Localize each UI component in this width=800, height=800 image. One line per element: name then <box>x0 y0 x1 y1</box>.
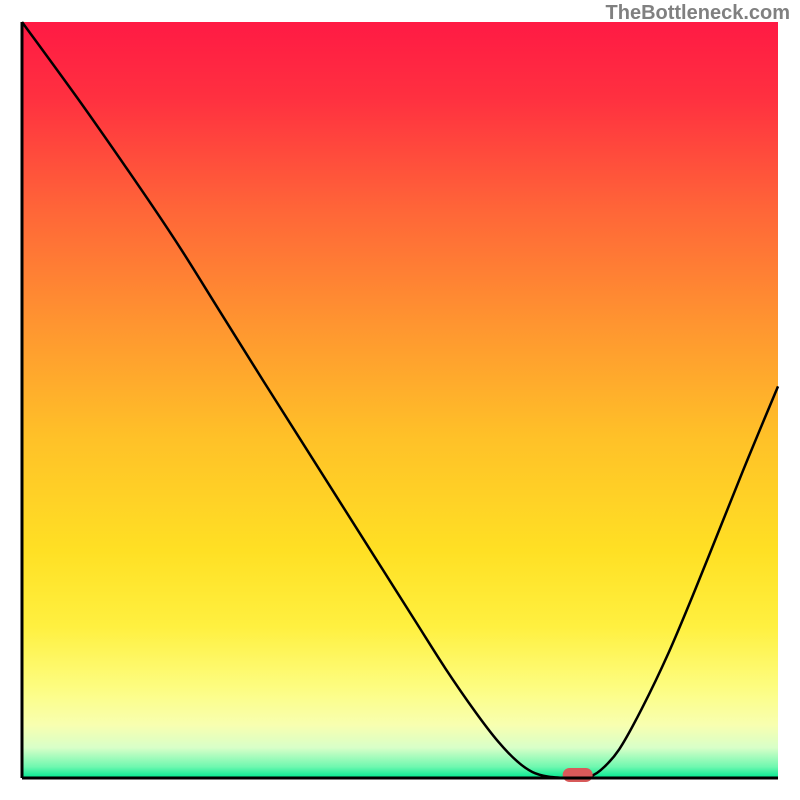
bottleneck-chart <box>0 0 800 800</box>
watermark-text: TheBottleneck.com <box>606 2 790 25</box>
chart-background <box>22 22 778 778</box>
optimal-marker <box>563 768 593 782</box>
chart-container: TheBottleneck.com <box>0 0 800 800</box>
